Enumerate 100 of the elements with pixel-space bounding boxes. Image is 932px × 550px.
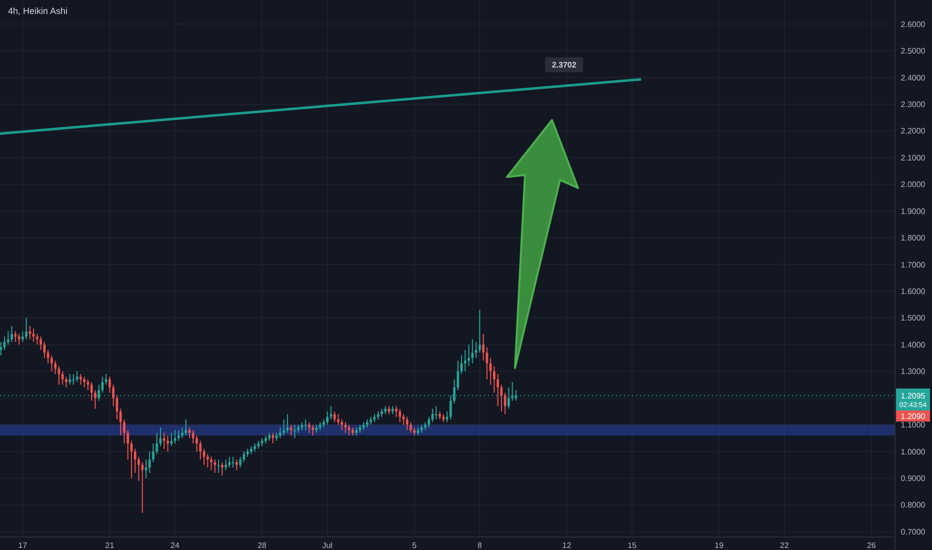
candlestick [18, 333, 20, 346]
candlestick [337, 414, 340, 426]
candlestick [50, 354, 53, 372]
candlestick [428, 416, 430, 428]
candlestick [330, 406, 332, 420]
candlestick [210, 456, 212, 471]
x-tick-label: 26 [866, 540, 876, 550]
y-tick-label: 0.8000 [900, 500, 926, 510]
candlestick [348, 424, 350, 436]
candlestick [166, 434, 169, 452]
y-tick-label: 2.6000 [900, 20, 926, 29]
candlestick [21, 330, 24, 342]
candlestick [83, 376, 86, 388]
candlestick [76, 370, 78, 383]
candlestick [326, 410, 329, 426]
text: 1.2090 [900, 412, 926, 421]
candlestick [112, 384, 115, 407]
x-tick-label: 15 [628, 540, 638, 550]
y-tick-label: 2.4000 [900, 73, 926, 82]
candlestick [406, 416, 408, 431]
candlestick [54, 360, 56, 375]
y-tick-label: 1.4000 [900, 340, 926, 350]
candlestick [235, 459, 238, 471]
x-tick-label: 19 [714, 540, 724, 550]
x-tick-label: 24 [170, 540, 180, 550]
candlestick [340, 418, 344, 431]
x-tick-label: 12 [562, 540, 572, 550]
candlestick [214, 459, 216, 474]
text: 4h, Heikin Ashi [8, 6, 68, 16]
x-tick-label: 5 [412, 540, 418, 550]
candlestick [184, 418, 188, 436]
y-tick-label: 1.5000 [900, 314, 926, 323]
candlestick [36, 333, 38, 346]
x-tick-label: Jul [322, 540, 333, 550]
candlestick [290, 424, 292, 436]
candlestick [181, 426, 184, 439]
candlestick [228, 456, 231, 468]
candlestick [279, 426, 282, 439]
candlestick [224, 459, 227, 471]
y-tick-label: 2.1000 [900, 153, 926, 162]
candlestick [25, 317, 28, 340]
candlestick [162, 432, 166, 450]
candlestick [80, 374, 82, 386]
candlestick [464, 349, 466, 372]
candlestick [40, 336, 42, 350]
candlestick [294, 424, 296, 439]
candlestick [126, 430, 130, 460]
y-tick-label: 0.9000 [900, 474, 926, 484]
y-tick-label: 1.0000 [900, 447, 926, 456]
candlestick [511, 382, 514, 402]
y-tick-label: 1.6000 [900, 287, 926, 296]
candlestick [156, 432, 158, 455]
candlestick [504, 392, 506, 415]
candlestick [65, 376, 68, 388]
y-tick-label: 2.2000 [900, 126, 926, 136]
candlestick [482, 333, 484, 362]
candlestick [308, 422, 310, 434]
candlestick [508, 386, 510, 410]
candlestick [468, 344, 470, 367]
x-tick-label: 22 [780, 540, 790, 550]
candlestick [282, 418, 286, 436]
candlestick [28, 325, 32, 340]
candlestick [220, 462, 224, 476]
candlestick [206, 454, 209, 468]
candlestick [192, 430, 194, 444]
candlestick [0, 341, 2, 356]
candlestick [68, 374, 71, 386]
candlestick [108, 376, 111, 394]
ref-line-label: 1.2095 [900, 391, 926, 400]
candlestick [196, 434, 198, 452]
candlestick [188, 426, 191, 439]
candlestick [174, 430, 176, 444]
x-tick-label: 21 [105, 540, 115, 550]
candlestick [493, 366, 496, 394]
candlestick [304, 418, 307, 431]
candlestick [395, 406, 398, 418]
x-tick-label: 17 [18, 540, 28, 550]
candlestick [434, 406, 438, 420]
y-tick-label: 1.7000 [900, 260, 926, 270]
y-tick-label: 2.0000 [900, 180, 926, 190]
y-tick-label: 0.7000 [900, 527, 926, 536]
y-tick-label: 1.9000 [900, 206, 926, 216]
annotation: 2.3702 [552, 60, 577, 70]
candlestick [410, 422, 412, 434]
candlestick [239, 456, 242, 468]
candlestick [170, 432, 173, 447]
candlestick [312, 424, 314, 436]
candlestick [104, 374, 108, 386]
candlestick [14, 330, 17, 342]
candlestick [478, 309, 481, 354]
y-tick-label: 2.5000 [900, 46, 926, 56]
candlestick [6, 330, 10, 346]
y-tick-label: 1.3000 [900, 367, 926, 376]
candlestick [141, 462, 144, 514]
y-tick-label: 1.1000 [900, 420, 926, 430]
x-tick-label: 8 [477, 540, 482, 550]
candlestick [496, 374, 500, 407]
x-tick-label: 28 [258, 540, 268, 550]
candlestick [177, 430, 180, 442]
candlestick [10, 325, 13, 342]
